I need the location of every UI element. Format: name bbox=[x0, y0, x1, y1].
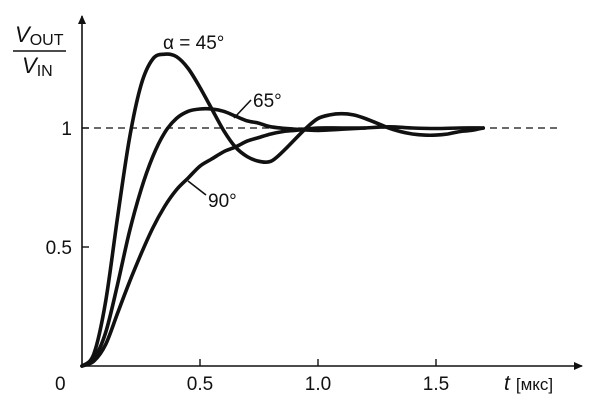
origin-label: 0 bbox=[55, 374, 66, 395]
svg-text:VIN: VIN bbox=[22, 53, 53, 80]
y-ticks: 0.51 bbox=[46, 119, 89, 259]
series-line-alpha-65 bbox=[80, 106, 485, 368]
x-tick-label: 0.5 bbox=[187, 374, 213, 395]
series-label-leader bbox=[187, 180, 207, 196]
series-label-alpha-65: 65° bbox=[253, 91, 282, 112]
y-tick-label: 0.5 bbox=[46, 238, 72, 259]
series-line-alpha-45 bbox=[80, 52, 485, 368]
y-title-den-main: V bbox=[22, 53, 39, 78]
y-axis-title: VOUT VIN bbox=[13, 22, 66, 80]
x-title-unit: [мкс] bbox=[516, 375, 553, 394]
series-labels: α = 45° 65° 90° bbox=[163, 33, 282, 212]
curves bbox=[80, 52, 485, 368]
svg-text:VOUT: VOUT bbox=[15, 22, 64, 49]
x-tick-label: 1.0 bbox=[305, 374, 331, 395]
x-title-var: t bbox=[504, 372, 511, 395]
series-line-alpha-90 bbox=[80, 126, 367, 368]
y-title-den-sub: IN bbox=[37, 63, 53, 80]
series-label-alpha-90: 90° bbox=[208, 191, 237, 212]
series-label-leader bbox=[233, 99, 252, 119]
x-ticks: 0.5 1.0 1.5 bbox=[187, 359, 449, 395]
y-tick-label: 1 bbox=[61, 119, 72, 140]
y-title-num-sub: OUT bbox=[30, 32, 64, 49]
y-title-num-main: V bbox=[15, 22, 32, 47]
x-tick-label: 1.5 bbox=[423, 374, 449, 395]
series-label-alpha-45: α = 45° bbox=[163, 33, 224, 54]
x-axis-title: t [мкс] bbox=[504, 372, 553, 395]
